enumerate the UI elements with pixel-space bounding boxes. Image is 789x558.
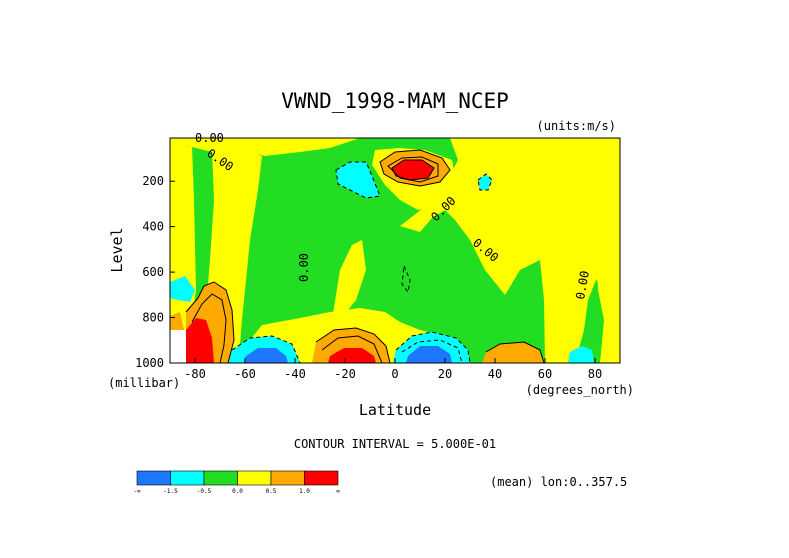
colorbar-label: -1.5 (163, 488, 178, 495)
band-cyan-upper-south (336, 162, 380, 198)
y-tick-label: 200 (142, 174, 164, 188)
x-tick-label: -40 (284, 367, 306, 381)
contour-lines (185, 149, 545, 363)
x-tick-label: 60 (538, 367, 552, 381)
colorbar-label: 0.0 (232, 488, 243, 495)
colorbar-swatch (304, 470, 339, 486)
chart-title: VWND_1998-MAM_NCEP (281, 89, 509, 113)
band-red-subtropic (328, 348, 376, 363)
units-label: (units:m/s) (537, 119, 616, 133)
colorbar-label: 1.0 (299, 488, 310, 495)
band-red-jet-core (392, 160, 434, 180)
x-tick-label: 0 (391, 367, 398, 381)
contour-fill-field (170, 138, 620, 363)
x-axis-unit-label: (degrees_north) (526, 383, 634, 397)
band-blue-surface-south (244, 348, 288, 363)
colorbar-label: -∞ (133, 488, 141, 495)
colorbar-label: -0.5 (197, 488, 212, 495)
band-yellow-center-tongue (332, 240, 366, 320)
band-blue-surface-equator (406, 346, 452, 363)
missing-data-strip (170, 330, 186, 363)
y-tick-label: 1000 (135, 356, 164, 370)
colorbar-swatch (270, 470, 305, 486)
x-axis-ticks: -80 -60 -40 -20 0 20 40 60 80 (184, 358, 602, 381)
colorbar-swatch (203, 470, 238, 486)
colorbar-label: 0.5 (266, 488, 277, 495)
colorbar-label: ∞ (336, 488, 340, 495)
band-red-south-polar (186, 318, 214, 363)
contour-interval-label: CONTOUR INTERVAL = 5.000E-01 (294, 437, 496, 451)
y-axis-ticks: 200 400 600 800 1000 (135, 174, 175, 370)
colorbar-swatch (136, 470, 171, 486)
x-tick-label: 20 (438, 367, 452, 381)
x-tick-label: 40 (488, 367, 502, 381)
colorbar-swatch (170, 470, 205, 486)
band-cyan-left-edge (170, 276, 195, 302)
contour-label: 0.00 (573, 270, 592, 301)
y-axis-unit-label: (millibar) (108, 376, 180, 390)
contour-label: 0.00 (195, 131, 224, 145)
x-tick-label: -80 (184, 367, 206, 381)
band-cyan-arctic (568, 346, 594, 363)
y-tick-label: 400 (142, 220, 164, 234)
x-tick-label: 80 (588, 367, 602, 381)
y-tick-label: 800 (142, 311, 164, 325)
x-tick-label: -20 (334, 367, 356, 381)
colorbar-swatch (237, 470, 272, 486)
band-yellow-right-edge (596, 250, 620, 363)
colorbar: -∞ -1.5 -0.5 0.0 0.5 1.0 ∞ (133, 470, 340, 495)
band-yellow-right-large (400, 138, 620, 363)
mean-label: (mean) lon:0..357.5 (490, 475, 627, 489)
y-tick-label: 600 (142, 265, 164, 279)
x-axis-label: Latitude (359, 401, 431, 419)
contour-label: 0.00 (297, 253, 311, 282)
band-orange-north (482, 342, 544, 363)
y-axis-label: Level (108, 227, 126, 272)
x-tick-label: -60 (234, 367, 256, 381)
